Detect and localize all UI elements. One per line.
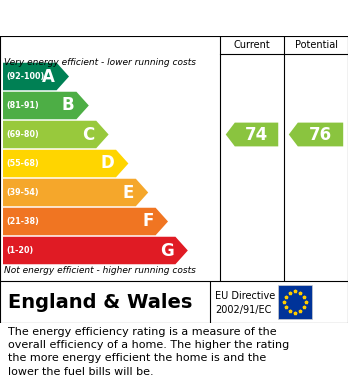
Text: D: D bbox=[100, 154, 114, 172]
Text: (21-38): (21-38) bbox=[6, 217, 39, 226]
Text: The energy efficiency rating is a measure of the
overall efficiency of a home. T: The energy efficiency rating is a measur… bbox=[8, 327, 289, 377]
Text: B: B bbox=[62, 97, 74, 115]
Polygon shape bbox=[3, 208, 168, 235]
Text: (81-91): (81-91) bbox=[6, 101, 39, 110]
Text: Not energy efficient - higher running costs: Not energy efficient - higher running co… bbox=[4, 266, 196, 275]
Text: (92-100): (92-100) bbox=[6, 72, 44, 81]
Text: 74: 74 bbox=[245, 126, 268, 143]
Text: (69-80): (69-80) bbox=[6, 130, 39, 139]
Text: Potential: Potential bbox=[294, 40, 338, 50]
FancyBboxPatch shape bbox=[278, 285, 312, 319]
Polygon shape bbox=[226, 123, 278, 146]
Text: G: G bbox=[160, 242, 173, 260]
Text: England & Wales: England & Wales bbox=[8, 292, 192, 312]
Text: (39-54): (39-54) bbox=[6, 188, 39, 197]
Text: (1-20): (1-20) bbox=[6, 246, 33, 255]
Text: 76: 76 bbox=[309, 126, 332, 143]
Text: Very energy efficient - lower running costs: Very energy efficient - lower running co… bbox=[4, 58, 196, 67]
Text: 2002/91/EC: 2002/91/EC bbox=[215, 305, 271, 316]
Polygon shape bbox=[3, 121, 109, 148]
Text: (55-68): (55-68) bbox=[6, 159, 39, 168]
Text: EU Directive: EU Directive bbox=[215, 291, 275, 301]
Polygon shape bbox=[289, 123, 343, 146]
Text: Energy Efficiency Rating: Energy Efficiency Rating bbox=[8, 11, 229, 25]
Text: F: F bbox=[142, 212, 153, 231]
Polygon shape bbox=[3, 92, 89, 119]
Polygon shape bbox=[3, 150, 128, 177]
Text: E: E bbox=[122, 183, 134, 201]
Text: C: C bbox=[82, 126, 94, 143]
Text: Current: Current bbox=[234, 40, 270, 50]
Polygon shape bbox=[3, 63, 69, 90]
Text: A: A bbox=[42, 68, 55, 86]
Polygon shape bbox=[3, 237, 188, 264]
Polygon shape bbox=[3, 179, 148, 206]
